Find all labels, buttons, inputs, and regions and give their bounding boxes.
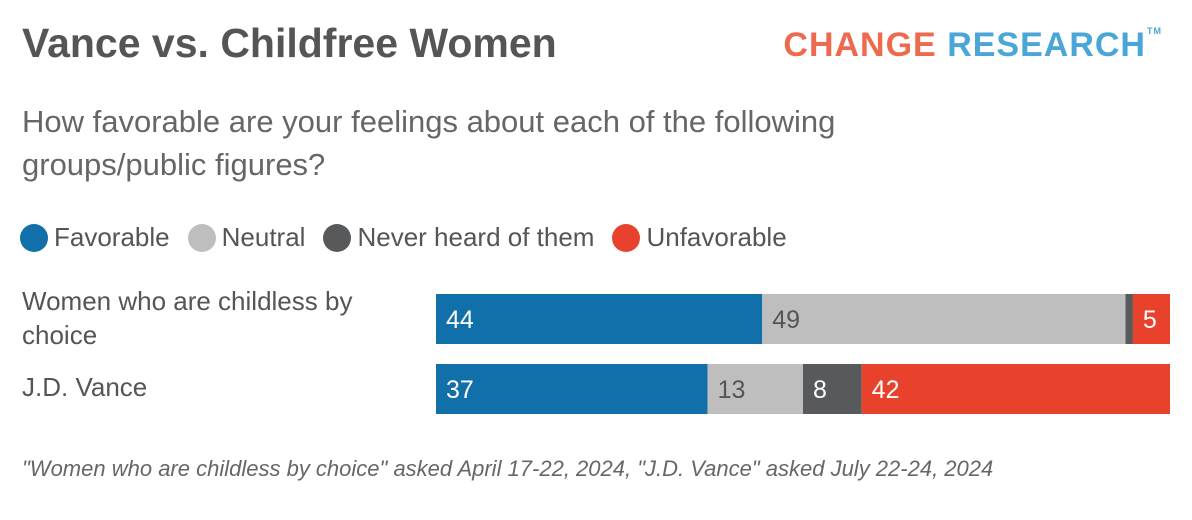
legend-label-favorable: Favorable	[54, 222, 170, 252]
bar-childless-women-neutral	[762, 294, 1126, 344]
row-label-jd-vance: J.D. Vance	[22, 372, 148, 402]
legend-item-unfavorable: Unfavorable	[612, 222, 787, 253]
legend-item-never-heard: Never heard of them	[323, 222, 594, 253]
bar-childless-women-unfavorable	[1132, 294, 1170, 344]
legend-swatch-favorable	[20, 223, 48, 252]
bar-childless-women-favorable	[436, 294, 763, 344]
bar-jd-vance-neutral	[707, 364, 803, 414]
legend-item-favorable: Favorable	[20, 222, 170, 253]
legend-item-neutral: Neutral	[187, 222, 306, 253]
chart-subtitle: How favorable are your feelings about ea…	[22, 104, 836, 182]
chart-title: Vance vs. Childfree Women	[22, 20, 557, 66]
row-label-childless-women: Women who are childless by choice	[22, 286, 353, 350]
data-label-jd-vance-unfavorable: 42	[872, 376, 900, 404]
logo-word-research: RESEARCH	[947, 26, 1146, 64]
footnote: "Women who are childless by choice" aske…	[22, 456, 994, 481]
legend-swatch-neutral	[187, 223, 216, 252]
legend-label-never-heard: Never heard of them	[357, 222, 595, 252]
data-label-jd-vance-neutral: 13	[718, 376, 746, 404]
logo-word-change: CHANGE	[783, 26, 937, 64]
bar-jd-vance-favorable	[436, 364, 708, 414]
data-label-childless-women-unfavorable: 5	[1143, 306, 1157, 334]
data-label-jd-vance-favorable: 37	[446, 376, 474, 404]
legend: Favorable Neutral Never heard of them Un…	[20, 222, 805, 253]
bar-jd-vance-unfavorable	[861, 364, 1170, 414]
bar-jd-vance-never-heard	[803, 364, 862, 414]
legend-label-unfavorable: Unfavorable	[646, 222, 787, 252]
data-label-jd-vance-never-heard: 8	[813, 376, 827, 404]
bar-childless-women-never-heard	[1125, 294, 1133, 344]
legend-swatch-unfavorable	[612, 223, 641, 252]
legend-label-neutral: Neutral	[221, 222, 306, 252]
data-label-childless-women-favorable: 44	[446, 306, 474, 334]
change-research-logo: CHANGE RESEARCHTM	[783, 26, 1162, 65]
logo-trademark: TM	[1147, 26, 1162, 36]
data-label-childless-women-neutral: 49	[772, 306, 800, 334]
legend-swatch-never-heard	[323, 223, 352, 252]
